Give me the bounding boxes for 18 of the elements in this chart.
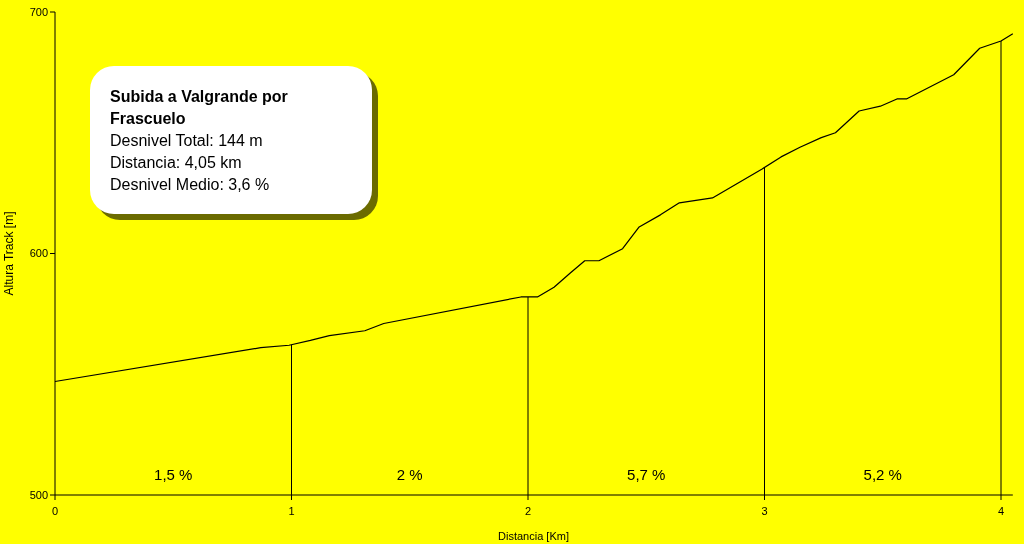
x-tick-label: 4 [997, 505, 1005, 517]
annotation: Desnivel Total: 144 m [110, 132, 263, 149]
y-tick-label: 700 [29, 5, 48, 18]
annotation: 1,5 % [154, 466, 193, 483]
x-tick-label: 1 [288, 505, 295, 517]
text: Subida a Valgrande por Frascuelo [110, 88, 288, 127]
x-axis-title: Distancia [Km] [498, 530, 569, 542]
x-tick-label: 2 [524, 505, 532, 517]
annotation: 5,2 % [863, 466, 902, 483]
annotation: Desnivel Medio: 3,6 % [110, 176, 270, 193]
x-tick-label: 0 [51, 505, 59, 517]
y-tick-label: 500 [29, 488, 48, 501]
annotation: Distancia: 4,05 km [110, 154, 242, 171]
y-axis-title: Altura Track [m] [2, 211, 16, 296]
annotation: 5,7 % [627, 466, 666, 483]
x-tick-label: 3 [761, 505, 768, 517]
annotation: 2 % [396, 466, 423, 483]
y-tick-label: 600 [29, 247, 48, 260]
